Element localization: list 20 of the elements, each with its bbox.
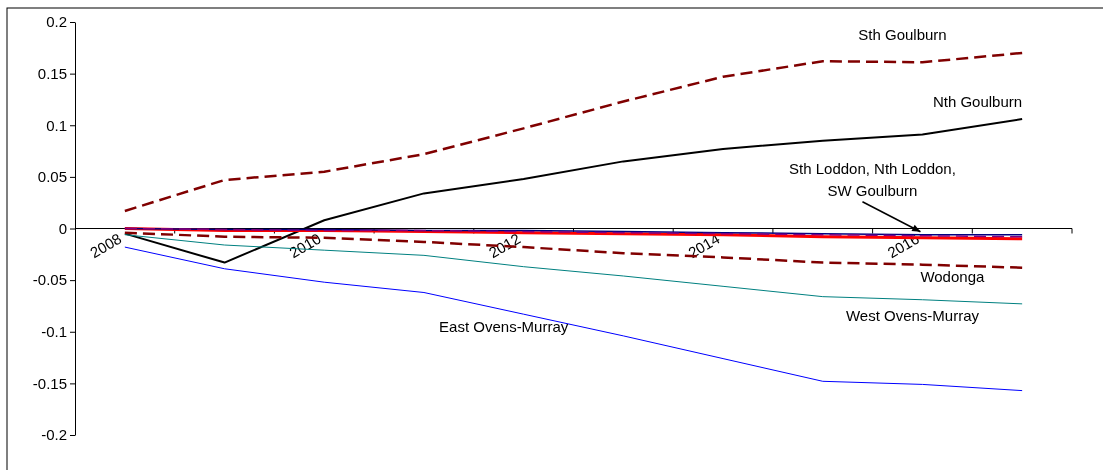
y-tick-label: -0.15 (32, 374, 67, 392)
series-label: East Ovens-Murray (439, 317, 569, 335)
line-series (123, 231, 1024, 269)
series-label: West Ovens-Murray (845, 307, 980, 325)
y-tick-label: 0 (58, 219, 67, 237)
x-tick-label: 2010 (286, 229, 324, 262)
y-tick-label: 0.05 (37, 168, 67, 186)
series-label: Wodonga (920, 267, 985, 285)
line-series (124, 234, 1023, 305)
x-tick-label: 2008 (86, 229, 125, 262)
line-series (123, 51, 1024, 213)
y-tick-label: -0.2 (41, 426, 67, 444)
annotation: Sth Loddon, Nth Loddon, SW Goulburn (789, 159, 956, 199)
series-label: Sth Goulburn (858, 26, 947, 44)
y-tick-label: 0.2 (46, 13, 67, 31)
y-tick-label: -0.1 (41, 323, 67, 341)
y-tick-label: -0.05 (32, 271, 67, 289)
series-label: Nth Goulburn (932, 93, 1023, 111)
y-tick-label: 0.15 (37, 64, 67, 82)
y-tick-label: 0.1 (46, 116, 67, 134)
